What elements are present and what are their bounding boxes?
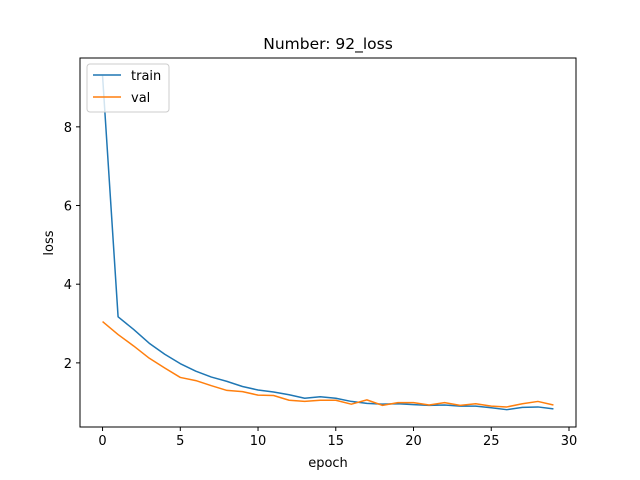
chart-title: Number: 92_loss [263,35,393,54]
legend-box [86,63,170,113]
y-tick-label: 4 [64,278,72,293]
x-axis-title: epoch [308,456,348,471]
y-tick-label: 6 [64,200,72,215]
plot-area [101,75,554,411]
x-tick-label: 5 [176,434,184,449]
x-tick-label: 10 [250,434,267,449]
series-line-train [101,75,554,411]
y-tick-label: 2 [64,357,72,372]
series-line-val [102,320,554,408]
x-tick-label: 30 [561,434,578,449]
axes-frame [79,57,577,428]
y-axis-title: loss [42,230,57,255]
y-tick-label: 8 [64,121,72,136]
legend-label-val: val [131,91,150,106]
x-tick-label: 0 [98,434,106,449]
x-tick-label: 20 [405,434,422,449]
x-tick-label: 15 [328,434,345,449]
legend: train val [86,63,170,113]
axis-ticks: 0 5 10 15 20 25 30 2 4 6 8 [64,121,578,449]
legend-label-train: train [131,69,161,84]
x-tick-label: 25 [483,434,500,449]
